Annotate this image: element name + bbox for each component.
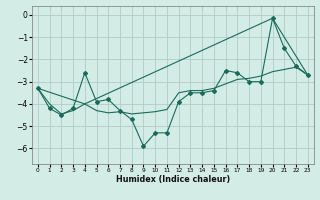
X-axis label: Humidex (Indice chaleur): Humidex (Indice chaleur) [116, 175, 230, 184]
